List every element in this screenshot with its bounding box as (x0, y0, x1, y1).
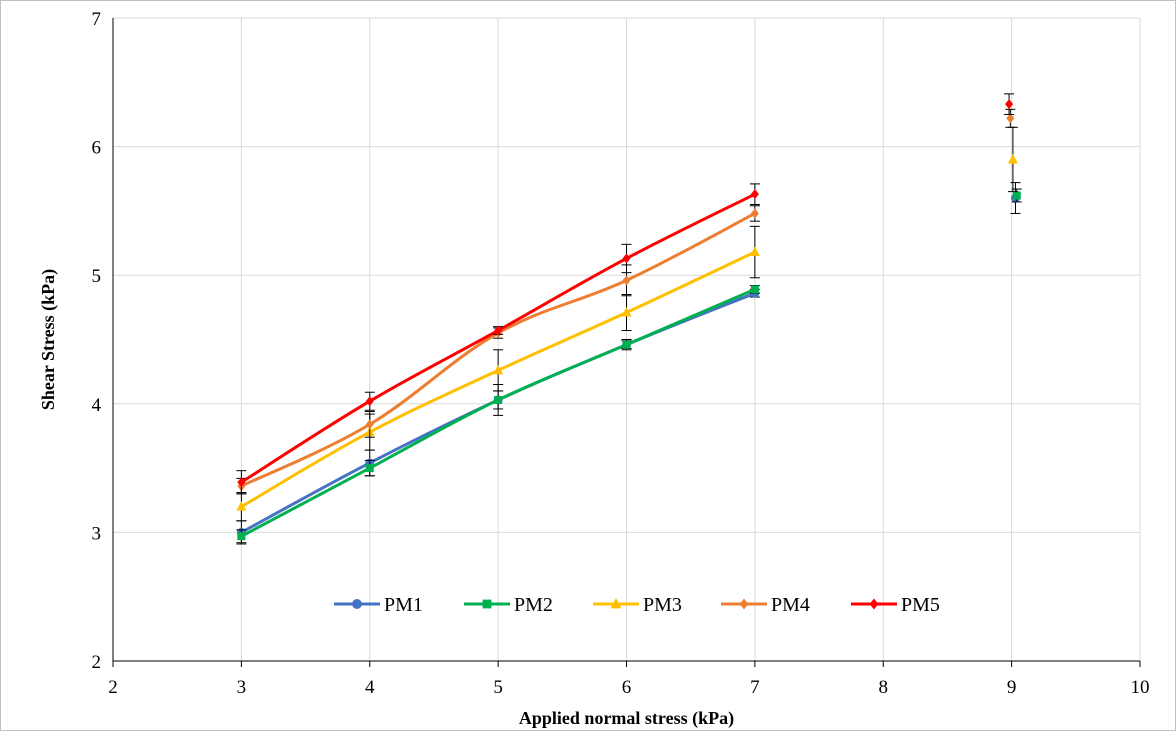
x-tick-label: 10 (1131, 677, 1150, 698)
y-tick-label: 7 (92, 9, 102, 30)
legend-item-pm3: PM3 (593, 594, 682, 616)
legend-item-pm4: PM4 (721, 594, 810, 616)
legend-label-pm1: PM1 (384, 594, 423, 616)
legend-label-pm5: PM5 (901, 594, 940, 616)
legend-item-pm5: PM5 (851, 594, 940, 616)
data-point-pm5 (750, 189, 759, 200)
legend-item-pm1: PM1 (334, 594, 423, 616)
series-pm4 (236, 108, 1016, 495)
data-point-pm2 (622, 340, 631, 349)
legend-label-pm4: PM4 (771, 594, 810, 616)
series-pm3 (236, 126, 1018, 522)
data-point-pm3 (493, 364, 504, 375)
y-tick-label: 3 (92, 523, 102, 544)
data-point-pm3 (236, 501, 247, 511)
data-point-pm2 (1012, 191, 1021, 200)
data-point-pm4 (1006, 113, 1015, 124)
legend: PM1 PM2 PM3 PM4 PM5 (334, 594, 940, 616)
legend-marker-pm1 (352, 599, 362, 609)
axes (112, 18, 1141, 667)
data-point-pm2 (750, 285, 759, 294)
legend-marker-pm4 (739, 598, 749, 610)
y-tick-label: 5 (92, 266, 102, 287)
data-point-pm4 (750, 208, 759, 219)
data-point-pm4 (622, 275, 631, 286)
data-point-pm3 (1007, 153, 1018, 164)
y-axis-title: Shear Stress (kPa) (38, 269, 59, 410)
x-tick-label: 2 (108, 677, 118, 698)
x-tick-label: 9 (1007, 677, 1017, 698)
gridlines (113, 17, 1141, 661)
x-tick-label: 7 (750, 677, 760, 698)
data-point-pm5 (365, 396, 374, 407)
legend-marker-pm2 (482, 599, 492, 609)
legend-marker-pm3 (610, 597, 622, 609)
data-point-pm3 (621, 306, 632, 317)
series-pm2 (236, 188, 1022, 544)
series-pm5 (236, 93, 1015, 495)
data-point-pm2 (365, 464, 374, 473)
legend-marker-pm5 (869, 598, 879, 610)
data-point-pm2 (494, 395, 503, 404)
legend-label-pm2: PM2 (514, 594, 553, 616)
x-tick-label: 3 (237, 677, 247, 698)
data-point-pm2 (237, 532, 246, 541)
legend-item-pm2: PM2 (464, 594, 553, 616)
tick-labels: 2 3 4 5 6 7 8 9 10 2 3 4 5 6 7 (92, 9, 1150, 698)
data-point-pm5 (237, 477, 246, 488)
data-point-pm5 (1005, 99, 1014, 110)
y-tick-label: 4 (92, 395, 102, 416)
data-point-pm4 (365, 419, 374, 430)
series-pm1 (236, 182, 1021, 545)
x-axis-title: Applied normal stress (kPa) (519, 708, 734, 729)
legend-label-pm3: PM3 (643, 594, 682, 616)
x-tick-label: 6 (622, 677, 632, 698)
data-point-pm5 (494, 325, 503, 336)
data-point-pm5 (622, 253, 631, 264)
y-tick-label: 6 (92, 138, 102, 159)
x-tick-label: 5 (493, 677, 503, 698)
data-point-pm3 (749, 246, 760, 257)
x-tick-label: 8 (879, 677, 889, 698)
y-tick-label: 2 (92, 652, 102, 673)
x-tick-label: 4 (365, 677, 375, 698)
series-group (236, 93, 1022, 545)
